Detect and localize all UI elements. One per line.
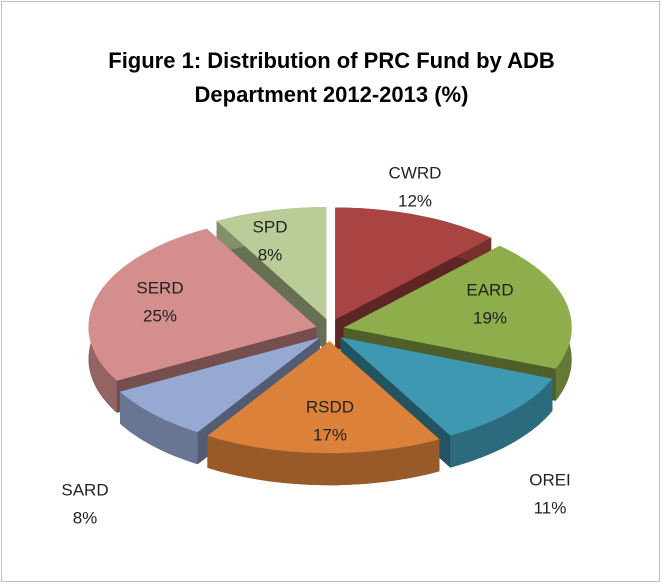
slice-wall (450, 378, 553, 468)
slice-wall (207, 435, 440, 486)
slice (207, 341, 440, 454)
slice (343, 245, 572, 369)
chart-title: Figure 1: Distribution of PRC Fund by AD… (108, 48, 555, 107)
slice (335, 207, 492, 320)
value-label: 17% (313, 425, 347, 444)
slice (120, 337, 320, 433)
slice-label: EARD (466, 280, 513, 299)
slice-label: OREI (529, 470, 571, 489)
slice (340, 337, 553, 436)
slice-label: RSDD (306, 397, 354, 416)
slice-wall (120, 391, 198, 465)
slice (216, 207, 327, 320)
value-label: 8% (73, 508, 98, 527)
slice-label: SARD (61, 480, 108, 499)
slice-label: SPD (253, 217, 288, 236)
value-label: 19% (473, 308, 507, 327)
value-label: 25% (143, 306, 177, 325)
value-label: 8% (258, 245, 283, 264)
slice-label: CWRD (389, 163, 442, 182)
value-label: 11% (534, 498, 567, 517)
value-label: 12% (398, 191, 432, 210)
slice-label: SERD (136, 278, 183, 297)
slice (88, 228, 317, 381)
